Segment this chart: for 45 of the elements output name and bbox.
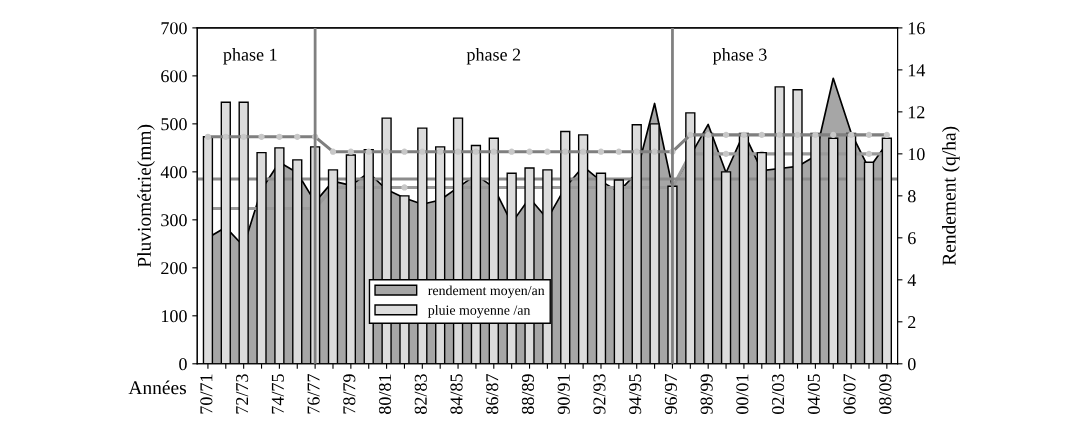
x-tick-label: 74/75 bbox=[271, 374, 284, 414]
y-tick-label: 700 bbox=[161, 22, 187, 35]
x-tick-label: 70/71 bbox=[200, 374, 213, 414]
legend-label: rendement moyen/an bbox=[428, 285, 545, 299]
y2-tick-label: 10 bbox=[908, 148, 925, 161]
x-tick-label: 04/05 bbox=[807, 374, 820, 414]
x-tick-label: 72/73 bbox=[236, 374, 249, 414]
y-tick-label: 400 bbox=[160, 166, 187, 179]
y-axis-title: Pluviométrie(mm) bbox=[137, 124, 155, 268]
y-tick-label: 100 bbox=[161, 310, 187, 323]
x-tick-label: 08/09 bbox=[879, 374, 892, 414]
y2-tick-label: 4 bbox=[907, 274, 917, 287]
annotation: phase 1 bbox=[223, 48, 277, 65]
y-tick-label: 200 bbox=[161, 262, 187, 275]
y-tick-label: 600 bbox=[161, 70, 187, 83]
x-tick-label: 92/93 bbox=[593, 374, 606, 415]
x-axis-title: Années bbox=[128, 380, 186, 395]
annotation: phase 3 bbox=[712, 48, 767, 65]
x-tick-label: 88/89 bbox=[521, 374, 535, 414]
x-tick-label: 00/01 bbox=[736, 374, 749, 414]
y-tick-label: 500 bbox=[161, 118, 187, 131]
x-tick-label: 76/77 bbox=[307, 374, 320, 414]
y2-tick-label: 8 bbox=[907, 190, 916, 203]
y2-tick-label: 16 bbox=[908, 22, 925, 35]
y2-tick-label: 6 bbox=[908, 232, 916, 245]
x-tick-label: 86/87 bbox=[486, 374, 499, 414]
x-tick-label: 96/97 bbox=[664, 374, 677, 415]
x-tick-label: 78/79 bbox=[343, 374, 356, 414]
y-tick-label: 300 bbox=[161, 214, 187, 227]
x-tick-label: 98/99 bbox=[700, 374, 713, 415]
x-tick-label: 84/85 bbox=[450, 374, 463, 414]
y-tick-label: 0 bbox=[179, 358, 187, 371]
x-tick-label: 94/95 bbox=[629, 374, 642, 415]
legend-label: pluie moyenne /an bbox=[428, 305, 531, 318]
y2-tick-label: 2 bbox=[908, 316, 916, 329]
x-tick-label: 80/81 bbox=[378, 374, 392, 414]
y2-tick-label: 0 bbox=[907, 358, 916, 371]
y2-axis-title: Rendement (q/ha) bbox=[942, 126, 960, 266]
y2-tick-label: 14 bbox=[908, 64, 926, 77]
x-tick-label: 02/03 bbox=[771, 374, 785, 414]
annotation: phase 2 bbox=[466, 48, 521, 65]
x-tick-label: 90/91 bbox=[557, 374, 570, 415]
x-tick-label: 82/83 bbox=[414, 374, 427, 414]
x-tick-label: 06/07 bbox=[843, 374, 856, 414]
y2-tick-label: 12 bbox=[908, 106, 925, 119]
